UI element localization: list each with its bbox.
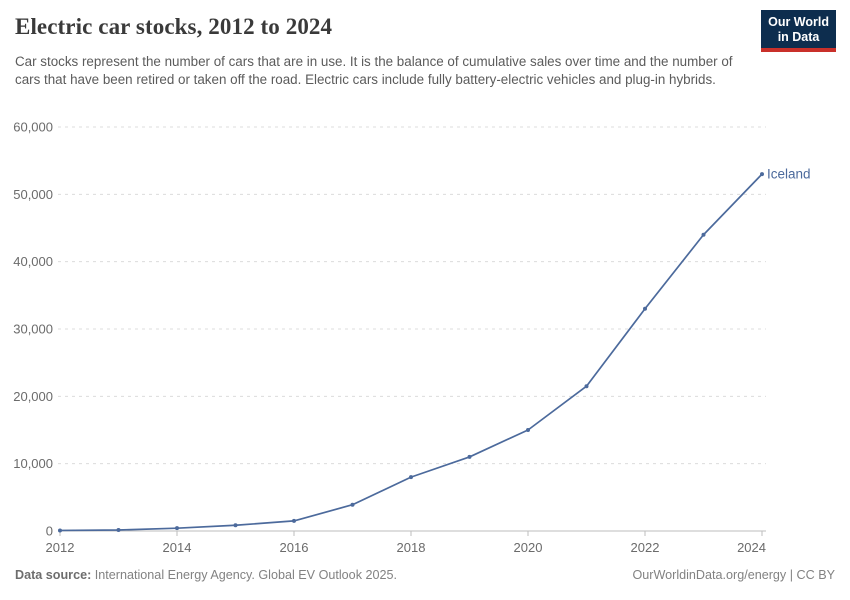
data-point-marker bbox=[409, 475, 413, 480]
y-axis-tick-label: 40,000 bbox=[13, 254, 53, 269]
data-point-marker bbox=[350, 502, 355, 507]
data-point-marker bbox=[701, 232, 706, 237]
footer: Data source: International Energy Agency… bbox=[15, 568, 835, 582]
series-end-label: Iceland bbox=[767, 167, 811, 182]
owid-logo-text-line2: in Data bbox=[777, 29, 820, 44]
data-point-marker bbox=[584, 384, 589, 389]
page-title: Electric car stocks, 2012 to 2024 bbox=[15, 14, 333, 39]
data-point-marker bbox=[175, 526, 179, 531]
x-axis-tick-label: 2016 bbox=[280, 540, 309, 555]
owid-credit-link[interactable]: OurWorldinData.org/energy | CC BY bbox=[632, 568, 835, 582]
data-source-label: Data source: bbox=[15, 568, 92, 582]
owid-logo[interactable]: Our World in Data bbox=[761, 10, 836, 52]
x-axis-tick-label: 2018 bbox=[397, 540, 426, 555]
y-axis-tick-label: 0 bbox=[46, 524, 53, 539]
x-axis-tick-label: 2020 bbox=[514, 540, 543, 555]
data-source-text: International Energy Agency. Global EV O… bbox=[91, 568, 398, 582]
x-axis-tick-label: 2022 bbox=[631, 540, 660, 555]
x-axis-tick-label: 2014 bbox=[163, 540, 192, 555]
y-axis-tick-label: 30,000 bbox=[13, 322, 53, 337]
y-axis-tick-label: 10,000 bbox=[13, 456, 53, 471]
y-axis-tick-label: 60,000 bbox=[13, 120, 53, 135]
data-point-marker bbox=[467, 454, 472, 459]
data-point-marker bbox=[58, 528, 62, 533]
data-point-marker bbox=[233, 523, 238, 528]
owid-logo-text-line1: Our World bbox=[768, 15, 829, 29]
data-point-marker bbox=[760, 172, 764, 177]
data-point-marker bbox=[526, 428, 530, 432]
x-axis-tick-label: 2024 bbox=[737, 540, 766, 555]
x-axis-tick-label: 2012 bbox=[46, 540, 75, 555]
data-point-marker bbox=[116, 527, 121, 532]
data-point-marker bbox=[643, 306, 647, 311]
chart-subtitle: Car stocks represent the number of cars … bbox=[15, 54, 733, 87]
y-axis-tick-label: 50,000 bbox=[13, 187, 53, 202]
data-source-note: Data source: International Energy Agency… bbox=[15, 568, 397, 582]
data-point-marker bbox=[292, 518, 296, 523]
y-axis-tick-label: 20,000 bbox=[13, 389, 53, 404]
